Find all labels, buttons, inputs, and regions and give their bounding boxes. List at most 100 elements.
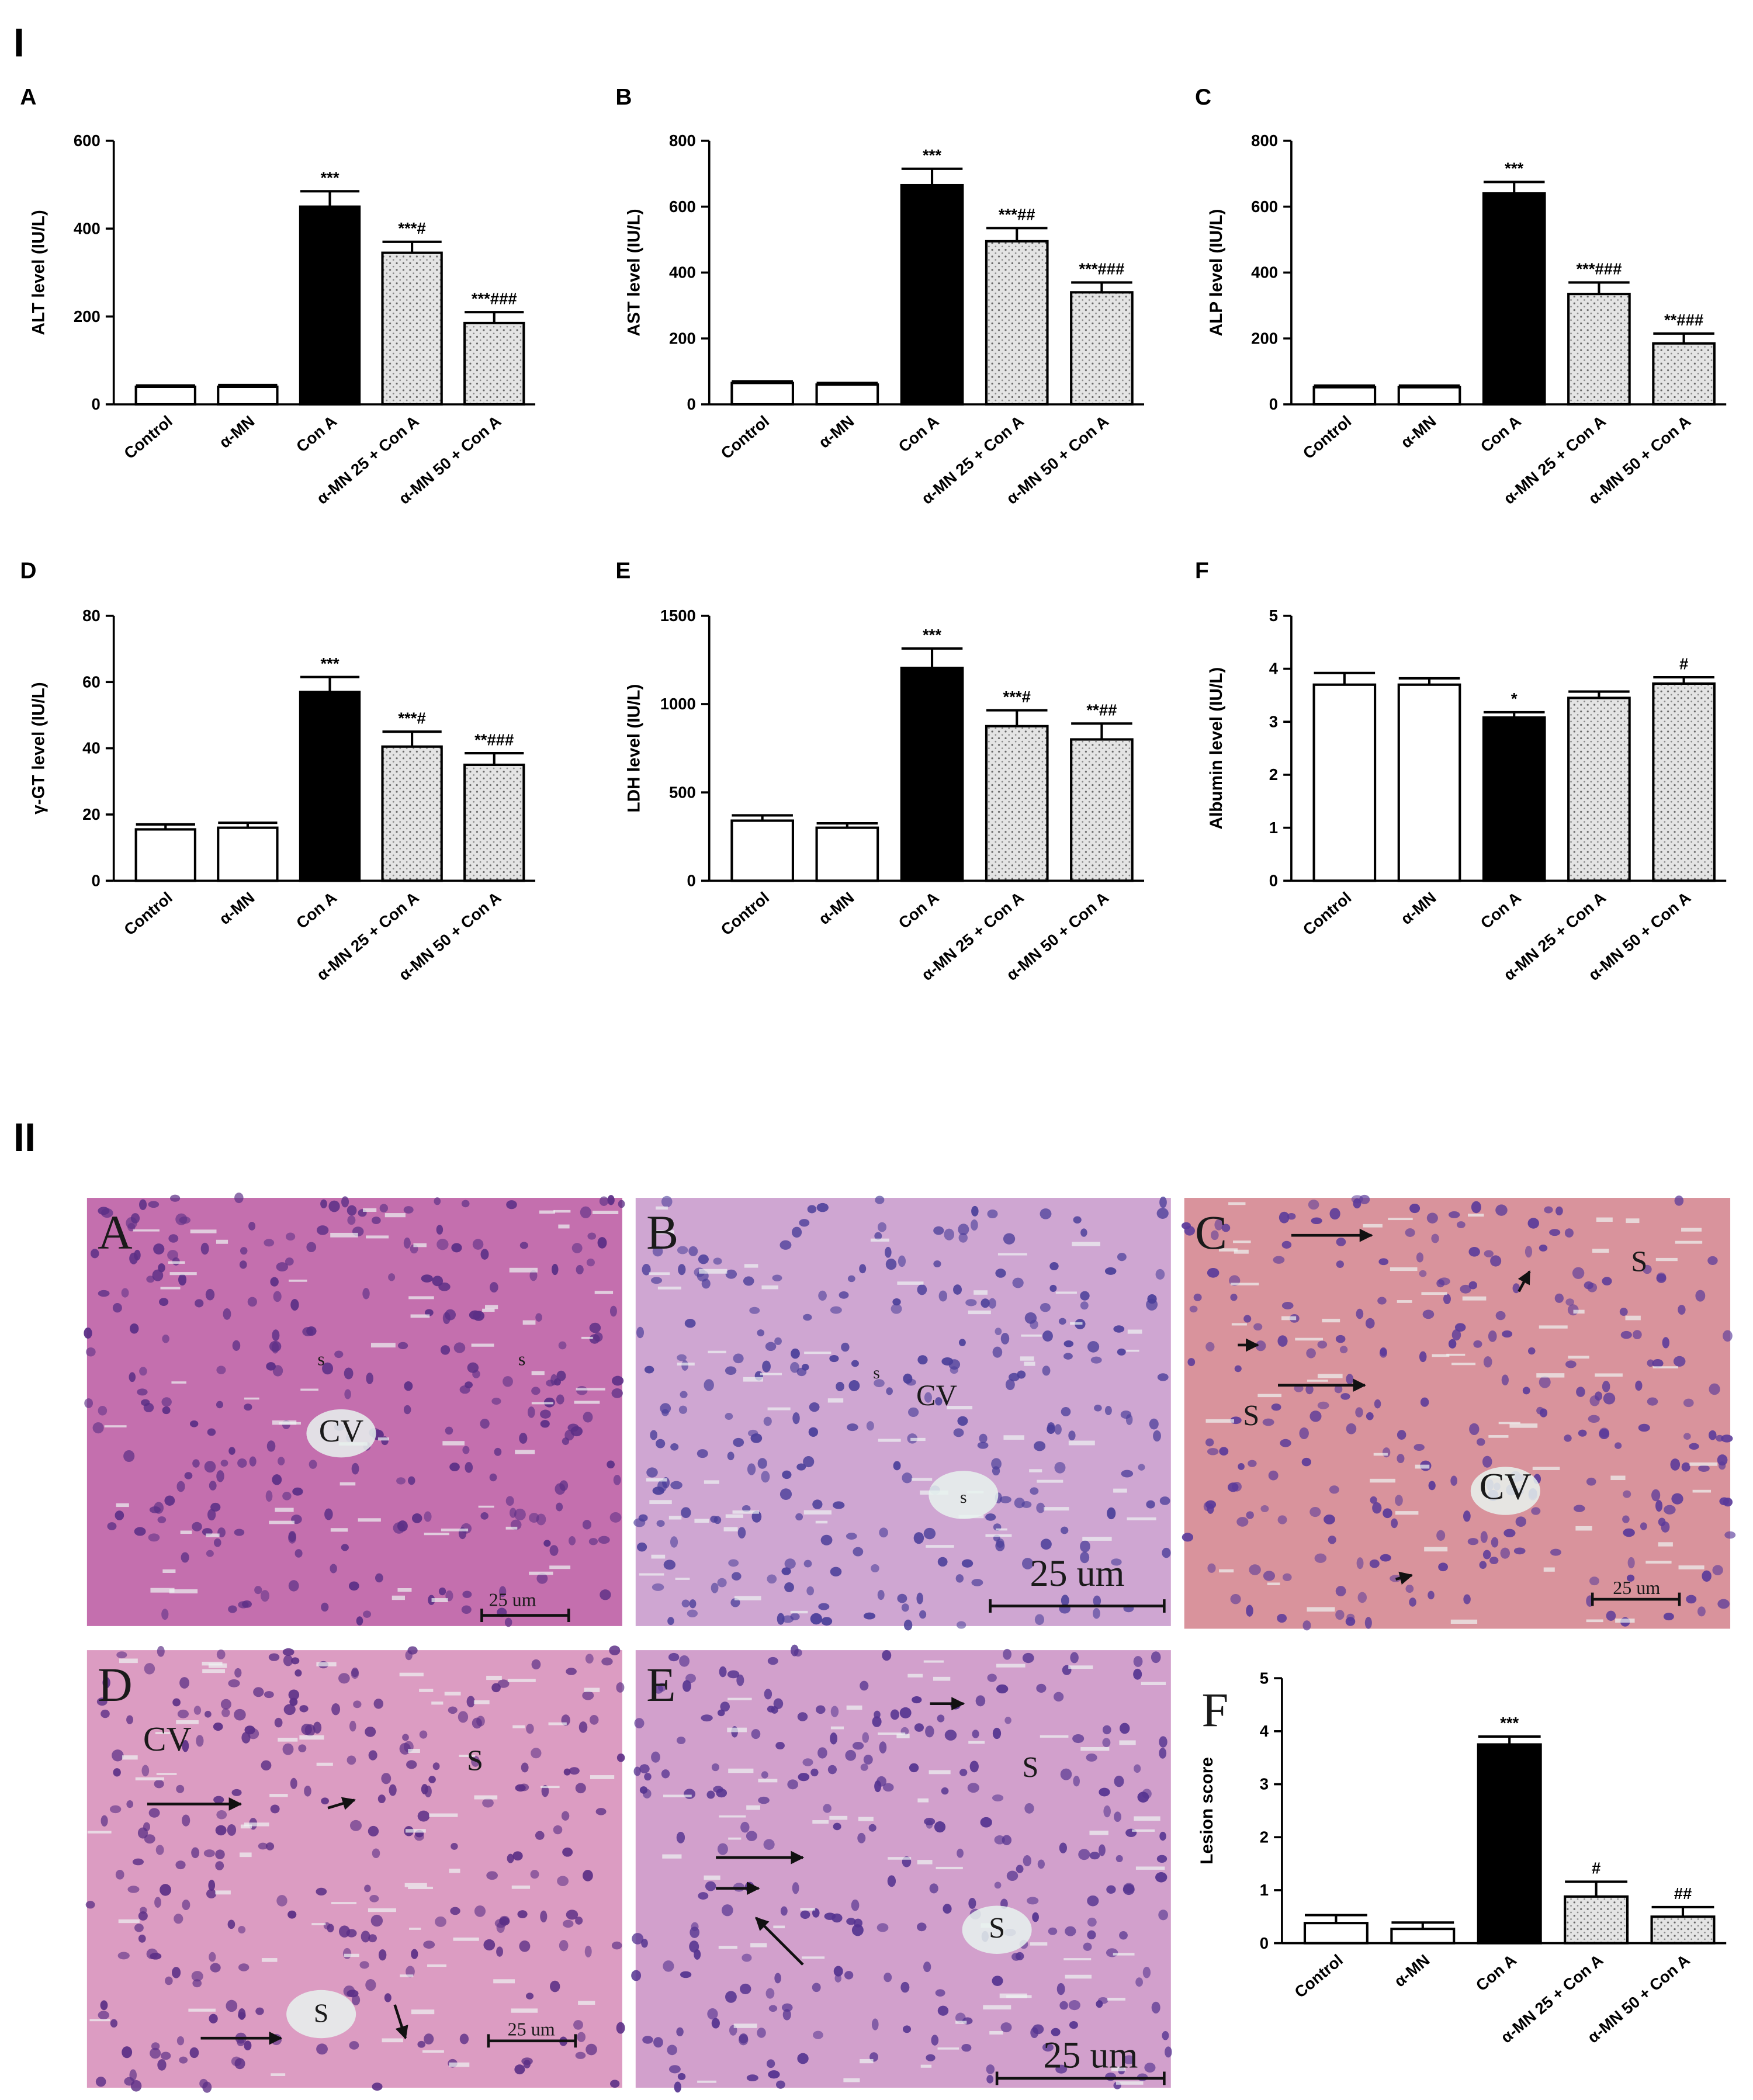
cell-nucleus	[1431, 1233, 1439, 1243]
cell-nucleus	[580, 1206, 591, 1218]
cell-nucleus	[1146, 1298, 1158, 1311]
cell-nucleus	[182, 1739, 189, 1752]
cell-nucleus	[901, 1603, 909, 1612]
cell-nucleus	[1149, 1418, 1159, 1430]
cell-nucleus	[1156, 1208, 1169, 1219]
cell-nucleus	[1454, 1323, 1466, 1332]
cell-nucleus	[1456, 1221, 1466, 1228]
sinusoid	[171, 1381, 186, 1384]
sinusoid	[431, 1702, 444, 1705]
cell-nucleus	[1595, 1391, 1603, 1401]
cell-nucleus	[650, 1430, 657, 1440]
cell-nucleus	[143, 1402, 154, 1412]
cell-nucleus	[129, 1372, 136, 1382]
bar	[299, 691, 361, 882]
cell-nucleus	[1328, 1536, 1336, 1544]
sinusoid	[1595, 1373, 1623, 1377]
sinusoid	[275, 1508, 294, 1512]
sinusoid	[1068, 1665, 1093, 1669]
cell-nucleus	[556, 1394, 564, 1405]
cell-nucleus	[1469, 1423, 1480, 1436]
arrow	[755, 1917, 804, 1966]
cell-nucleus	[1335, 1586, 1346, 1597]
cell-nucleus	[768, 2070, 780, 2079]
cell-nucleus	[902, 1472, 913, 1484]
cell-nucleus	[810, 1768, 819, 1777]
sinusoid	[760, 1373, 782, 1375]
sinusoid	[968, 1310, 991, 1315]
cell-nucleus	[797, 1712, 808, 1721]
cell-nucleus	[1059, 1842, 1068, 1853]
cell-nucleus	[661, 1195, 673, 1208]
cell-nucleus	[879, 1741, 887, 1754]
y-tick-label: 600	[1251, 197, 1278, 216]
significance-label: ***##	[999, 206, 1035, 224]
cell-nucleus	[1106, 1885, 1116, 1894]
cell-nucleus	[1049, 1284, 1057, 1292]
cell-nucleus	[824, 1912, 836, 1920]
cell-nucleus	[1189, 1305, 1198, 1313]
sinusoid	[704, 1875, 720, 1880]
cell-nucleus	[721, 1904, 733, 1917]
cell-nucleus	[747, 1463, 756, 1475]
cell-nucleus	[1500, 1547, 1511, 1559]
y-tick-label: 0	[1260, 1934, 1269, 1952]
cell-nucleus	[955, 2012, 966, 2023]
cell-nucleus	[1299, 1427, 1309, 1440]
cell-nucleus	[438, 1587, 446, 1596]
cell-nucleus	[863, 1755, 873, 1765]
cell-nucleus	[424, 1309, 434, 1316]
cell-nucleus	[688, 1246, 698, 1256]
sinusoid	[408, 1886, 433, 1890]
cell-nucleus	[347, 1215, 356, 1225]
cell-nucleus	[1678, 1305, 1686, 1315]
cell-nucleus	[404, 1381, 413, 1391]
cell-nucleus	[992, 1346, 1003, 1358]
cell-nucleus	[158, 1263, 165, 1273]
y-tick-label: 5	[1260, 1669, 1269, 1687]
sinusoid	[1645, 1561, 1672, 1564]
sinusoid	[1135, 1866, 1165, 1870]
cell-nucleus	[780, 1488, 792, 1500]
sinusoid	[936, 1866, 963, 1870]
cell-nucleus	[795, 1513, 803, 1521]
cell-nucleus	[213, 1538, 221, 1547]
cell-nucleus	[1187, 1358, 1196, 1367]
sinusoid	[968, 1741, 985, 1744]
y-tick-label: 0	[1269, 871, 1278, 889]
y-axis-label: LDH level (IU/L)	[625, 684, 644, 813]
cell-nucleus	[417, 2040, 426, 2048]
sinusoid	[133, 1229, 160, 1232]
cell-nucleus	[1080, 1301, 1089, 1310]
sinusoid	[1424, 1547, 1448, 1552]
cell-nucleus	[1308, 1200, 1319, 1210]
cell-nucleus	[969, 1761, 979, 1773]
cell-nucleus	[240, 1247, 248, 1255]
cell-nucleus	[1093, 1607, 1100, 1619]
cell-nucleus	[725, 1269, 737, 1279]
cell-nucleus	[1153, 1430, 1161, 1442]
cell-nucleus	[1467, 1538, 1479, 1545]
cell-nucleus	[761, 1771, 768, 1779]
cell-nucleus	[381, 1773, 392, 1784]
cell-nucleus	[134, 1527, 146, 1536]
cell-nucleus	[1159, 1748, 1167, 1759]
sinusoid	[1219, 1569, 1234, 1573]
cell-nucleus	[227, 1824, 237, 1836]
cell-nucleus	[731, 1572, 742, 1581]
cell-nucleus	[1104, 1267, 1117, 1275]
cell-nucleus	[733, 1353, 744, 1364]
cell-nucleus	[1133, 1656, 1143, 1667]
sinusoid	[169, 1589, 198, 1594]
cell-nucleus	[531, 1659, 541, 1670]
cell-nucleus	[112, 1303, 122, 1313]
sinusoid	[330, 1232, 358, 1238]
cell-nucleus	[859, 1264, 867, 1274]
bar	[815, 826, 879, 882]
cell-nucleus	[701, 1714, 713, 1722]
cell-nucleus	[717, 1843, 728, 1855]
cell-nucleus	[1089, 1852, 1100, 1860]
cell-nucleus	[134, 1249, 141, 1261]
cell-nucleus	[412, 1513, 422, 1523]
sinusoid	[370, 1343, 396, 1348]
